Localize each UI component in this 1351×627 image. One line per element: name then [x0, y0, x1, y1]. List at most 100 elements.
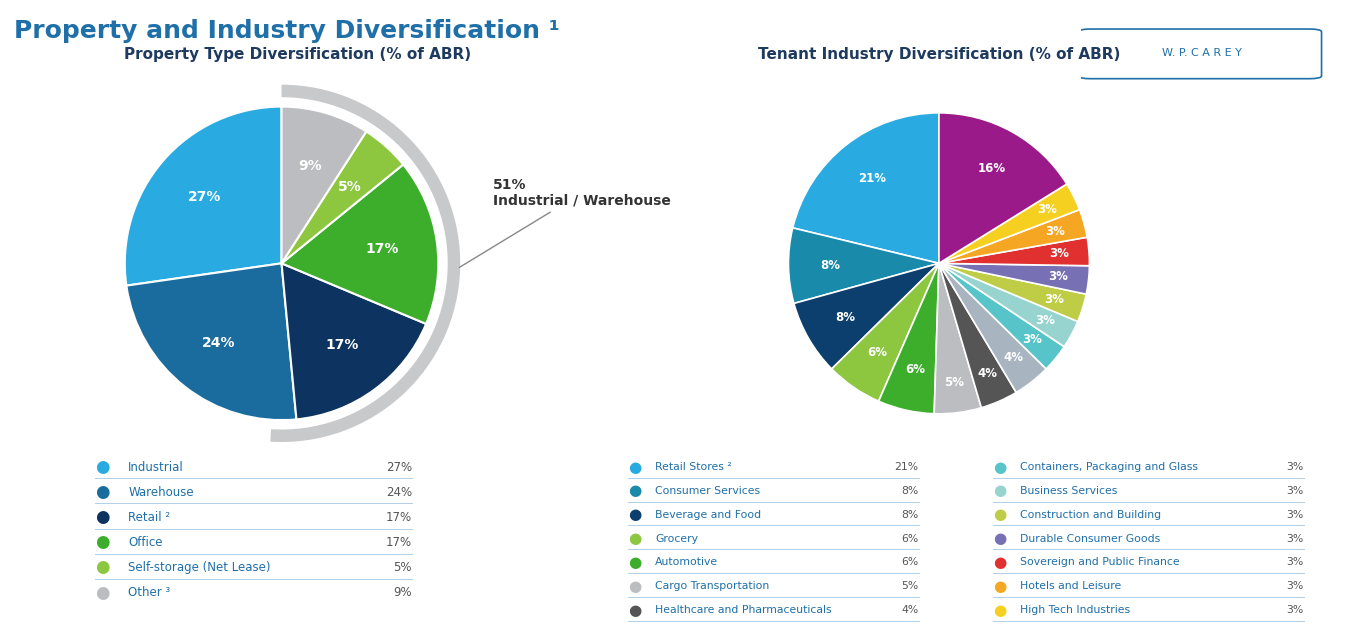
Wedge shape — [281, 132, 403, 263]
Text: 3%: 3% — [1286, 605, 1304, 615]
Text: Automotive: Automotive — [655, 557, 719, 567]
Text: ●: ● — [628, 483, 642, 498]
Text: 5%: 5% — [393, 561, 412, 574]
Text: 3%: 3% — [1286, 557, 1304, 567]
Text: ●: ● — [95, 559, 109, 576]
Text: 24%: 24% — [386, 486, 412, 498]
Text: Consumer Services: Consumer Services — [655, 486, 761, 496]
Text: W. P. C A R E Y: W. P. C A R E Y — [1162, 48, 1243, 58]
Text: Warehouse: Warehouse — [128, 486, 195, 498]
Text: 4%: 4% — [1004, 352, 1023, 364]
Text: 51%
Industrial / Warehouse: 51% Industrial / Warehouse — [459, 177, 671, 267]
Text: ●: ● — [628, 460, 642, 475]
Wedge shape — [124, 107, 281, 286]
Text: Property and Industry Diversification ¹: Property and Industry Diversification ¹ — [14, 19, 559, 43]
Text: Durable Consumer Goods: Durable Consumer Goods — [1020, 534, 1161, 544]
Text: ●: ● — [95, 458, 109, 476]
Wedge shape — [939, 263, 1046, 393]
Wedge shape — [281, 263, 426, 419]
Text: 9%: 9% — [299, 159, 322, 172]
Text: ●: ● — [628, 531, 642, 546]
Text: 4%: 4% — [901, 605, 919, 615]
Text: 17%: 17% — [386, 511, 412, 524]
Text: 3%: 3% — [1044, 293, 1063, 305]
Text: Retail Stores ²: Retail Stores ² — [655, 462, 732, 472]
Wedge shape — [939, 184, 1079, 263]
Text: 21%: 21% — [858, 172, 886, 185]
Text: ●: ● — [628, 603, 642, 618]
Text: 27%: 27% — [188, 189, 222, 204]
Text: Containers, Packaging and Glass: Containers, Packaging and Glass — [1020, 462, 1198, 472]
Text: ●: ● — [95, 584, 109, 601]
Text: 6%: 6% — [867, 346, 888, 359]
Text: 6%: 6% — [901, 534, 919, 544]
Wedge shape — [789, 228, 939, 303]
Wedge shape — [939, 113, 1067, 263]
Text: Retail ²: Retail ² — [128, 511, 170, 524]
Text: ●: ● — [95, 508, 109, 526]
Wedge shape — [939, 263, 1078, 347]
Text: Grocery: Grocery — [655, 534, 698, 544]
Text: 3%: 3% — [1048, 270, 1069, 283]
Wedge shape — [939, 263, 1016, 408]
FancyBboxPatch shape — [1078, 29, 1321, 78]
Text: ●: ● — [993, 579, 1006, 594]
Text: ●: ● — [993, 555, 1006, 570]
Wedge shape — [939, 209, 1088, 263]
Text: Office: Office — [128, 536, 163, 549]
Text: 24%: 24% — [201, 337, 235, 350]
Text: Beverage and Food: Beverage and Food — [655, 510, 762, 520]
Text: 17%: 17% — [366, 242, 399, 256]
Text: Healthcare and Pharmaceuticals: Healthcare and Pharmaceuticals — [655, 605, 832, 615]
Text: 3%: 3% — [1036, 203, 1056, 216]
Text: 6%: 6% — [901, 557, 919, 567]
Wedge shape — [939, 263, 1089, 294]
Text: Business Services: Business Services — [1020, 486, 1117, 496]
Text: 9%: 9% — [393, 586, 412, 599]
Wedge shape — [878, 263, 939, 414]
Wedge shape — [281, 164, 438, 324]
Text: Cargo Transportation: Cargo Transportation — [655, 581, 770, 591]
Text: 3%: 3% — [1023, 333, 1043, 345]
Text: 16%: 16% — [978, 162, 1005, 175]
Text: 8%: 8% — [901, 486, 919, 496]
Wedge shape — [794, 263, 939, 369]
Text: ●: ● — [95, 534, 109, 551]
Text: Hotels and Leisure: Hotels and Leisure — [1020, 581, 1121, 591]
Text: 8%: 8% — [835, 311, 855, 324]
Wedge shape — [934, 263, 981, 414]
Text: 5%: 5% — [338, 181, 361, 194]
Title: Tenant Industry Diversification (% of ABR): Tenant Industry Diversification (% of AB… — [758, 46, 1120, 61]
Wedge shape — [127, 263, 296, 420]
Text: 4%: 4% — [977, 367, 997, 380]
Text: 3%: 3% — [1286, 581, 1304, 591]
Text: 8%: 8% — [901, 510, 919, 520]
Text: 3%: 3% — [1046, 224, 1065, 238]
Text: ●: ● — [993, 483, 1006, 498]
Text: Construction and Building: Construction and Building — [1020, 510, 1161, 520]
Text: 3%: 3% — [1035, 314, 1055, 327]
Text: 27%: 27% — [386, 461, 412, 473]
Text: High Tech Industries: High Tech Industries — [1020, 605, 1131, 615]
Text: 3%: 3% — [1048, 247, 1069, 260]
Text: 17%: 17% — [326, 339, 358, 352]
Wedge shape — [281, 107, 366, 263]
Text: ●: ● — [993, 507, 1006, 522]
Text: Self-storage (Net Lease): Self-storage (Net Lease) — [128, 561, 270, 574]
Text: 5%: 5% — [901, 581, 919, 591]
Wedge shape — [939, 263, 1065, 369]
Text: 3%: 3% — [1286, 486, 1304, 496]
Text: ●: ● — [628, 555, 642, 570]
Text: ●: ● — [628, 579, 642, 594]
Text: Other ³: Other ³ — [128, 586, 170, 599]
Text: 5%: 5% — [944, 376, 965, 389]
Text: 3%: 3% — [1286, 534, 1304, 544]
Text: 3%: 3% — [1286, 462, 1304, 472]
Wedge shape — [939, 263, 1086, 322]
Text: 3%: 3% — [1286, 510, 1304, 520]
Text: ●: ● — [993, 531, 1006, 546]
Text: Industrial: Industrial — [128, 461, 184, 473]
Text: 17%: 17% — [386, 536, 412, 549]
Text: ●: ● — [993, 460, 1006, 475]
Text: 6%: 6% — [905, 362, 925, 376]
